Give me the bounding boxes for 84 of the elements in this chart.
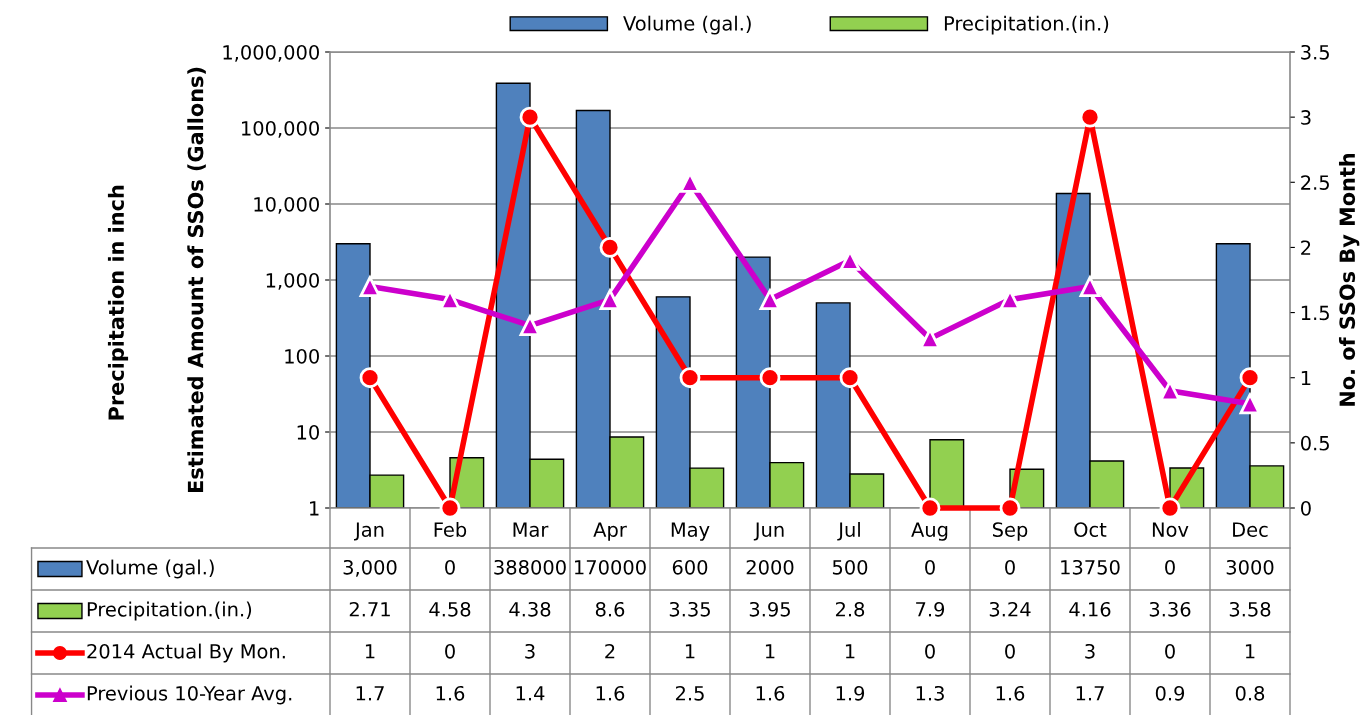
data-label: 1.7 [356,686,384,701]
y-tick-label: 100 [285,348,319,364]
x-tick-label: Apr [593,522,627,541]
y2-tick-label: 1 [1301,370,1311,386]
data-label: 2.8 [835,601,865,617]
data-label: 1.4 [516,686,545,701]
text: 0 [445,559,455,575]
y-tick-label: 1,000,000 [223,44,319,62]
data-label: 1 [365,644,375,659]
text: 0 [1165,559,1175,575]
y2-tick-label: 0.5 [1301,435,1329,451]
x-tick-label: Aug [911,522,948,541]
data-label: 0 [1165,643,1175,659]
data-label: 1.6 [596,685,625,701]
y2-tick-label: 3.5 [1301,44,1329,60]
data-label: 1 [765,644,775,659]
y-tick-label: 10 [297,424,319,440]
data-label: 13750 [1061,559,1120,575]
data-label: 7.9 [916,601,945,617]
data-label: 2.71 [349,601,390,617]
data-label: 0.9 [1155,685,1185,701]
x-tick-label: Jul [837,521,860,541]
data-label: 0 [925,643,935,659]
data-label: 600 [672,559,708,575]
data-label: 500 [832,559,868,575]
data-label: 0.8 [1235,685,1265,701]
y2-tick-label: 3 [1301,110,1311,125]
data-label: 1.3 [916,685,944,701]
data-label: 1 [1245,644,1255,659]
data-label: 2 [605,643,615,659]
legend-label: Previous 10-Year Avg. [87,685,292,705]
y2-tick-label: 2 [1301,240,1311,255]
x-tick-label: Nov [1152,522,1189,537]
text: 0 [1005,559,1015,575]
y-tick-label: 10,000 [254,196,319,214]
legend-label: Volume (gal.) [86,559,214,579]
data-label: 1.6 [996,685,1025,701]
text: Volume (gal.) [623,15,751,35]
y-tick-label: 1,000 [266,272,319,290]
data-label: 8.6 [595,601,625,617]
text: Precipitation.(in.) [944,15,1109,35]
x-tick-label: Feb [434,521,467,537]
x-tick-label: Sep [992,522,1028,541]
data-label: 1.7 [1076,686,1104,701]
data-label: 3.35 [669,601,710,617]
data-label: 3.36 [1149,601,1191,617]
data-label: 1.6 [436,685,465,701]
data-label: 3.95 [749,601,790,617]
data-label: 3000 [1226,559,1274,575]
data-label: 4.58 [429,601,471,617]
data-label: 170000 [575,559,646,575]
x-tick-label: Jan [354,522,384,541]
data-label: 2000 [746,559,794,575]
legend-label: 2014 Actual By Mon. [87,643,285,663]
x-tick-label: Dec [1233,522,1268,537]
data-label: 4.38 [509,601,551,617]
y2-tick-label: 0 [1301,500,1311,516]
y-axis-title: Estimated Amount of SSOs (Gallons) [187,67,206,493]
y-tick-label: 100,000 [242,120,319,138]
y-tick-label: 1 [310,501,319,516]
data-label: 1 [845,644,855,659]
x-tick-label: May [671,522,710,541]
data-label: 4.16 [1069,601,1111,617]
data-label: 0 [445,643,455,659]
data-label: 3 [525,643,535,659]
x-tick-label: Oct [1074,522,1107,537]
y2-axis-title: No. of SSOs By Month [1338,153,1360,406]
y2-tick-label: 1.5 [1301,305,1329,321]
x-tick-label: Jun [753,522,784,541]
data-label: 1.9 [836,685,865,701]
text: Precipitation in inch [107,185,129,420]
data-label: 3.24 [989,601,1031,617]
data-label: 3.58 [1229,601,1271,617]
text: 0 [925,559,935,575]
data-label: 388000 [494,559,566,575]
data-label: 3,000 [343,559,397,577]
data-label: 0 [1005,643,1015,659]
x-tick-label: Mar [513,522,549,537]
data-label: 1 [685,644,695,659]
data-label: 2.5 [675,685,704,701]
legend-label: Precipitation.(in.) [87,601,252,621]
data-label: 3 [1085,643,1095,659]
data-label: 1.6 [756,685,785,701]
y2-tick-label: 2.5 [1301,175,1329,190]
